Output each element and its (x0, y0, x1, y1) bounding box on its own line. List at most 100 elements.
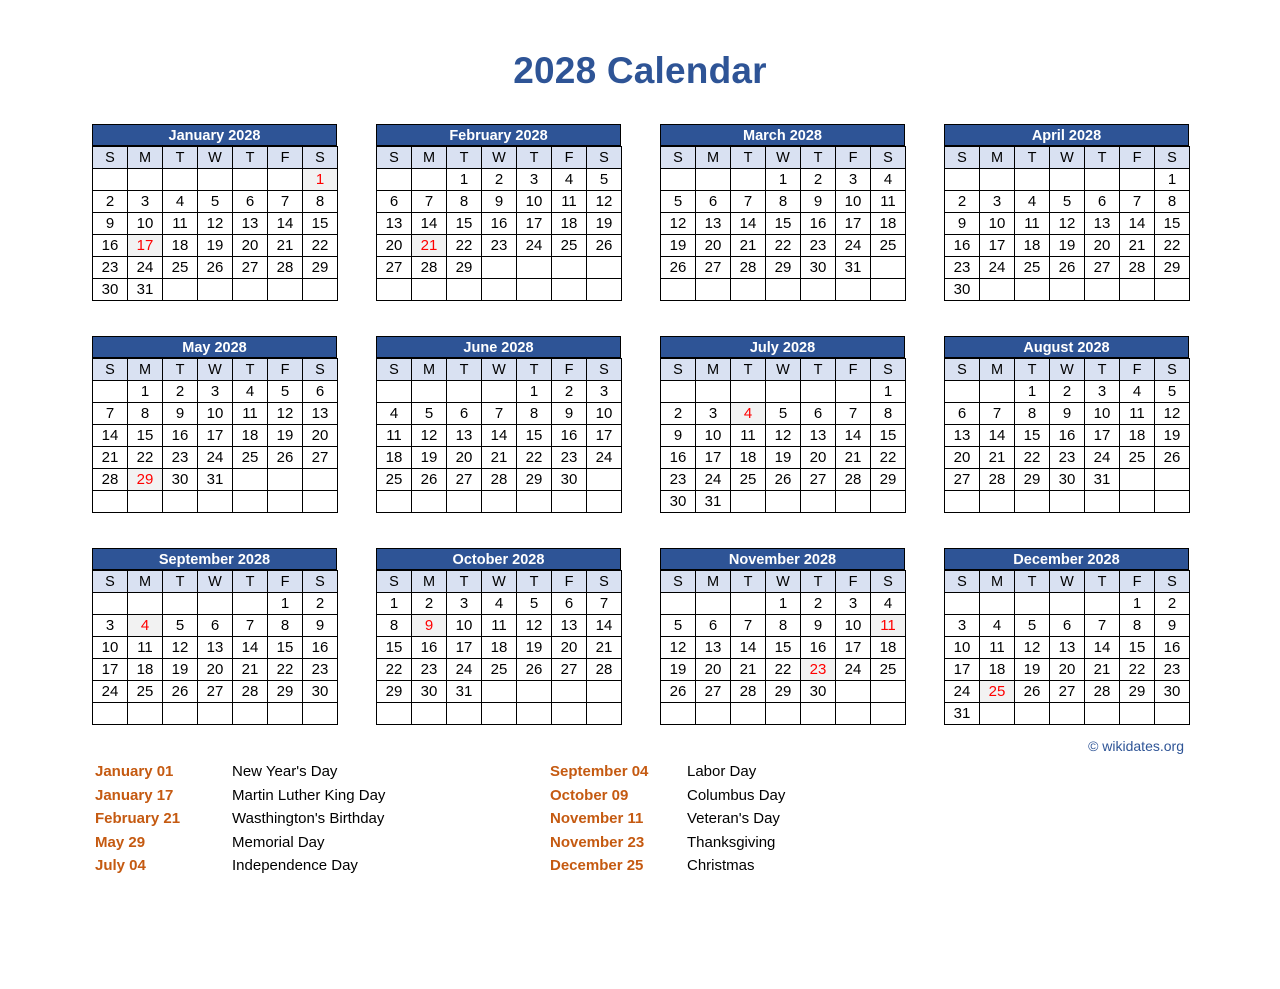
day-cell[interactable]: 1 (765, 592, 801, 615)
day-cell[interactable]: 16 (944, 234, 980, 257)
day-cell[interactable]: 3 (127, 190, 163, 213)
day-cell[interactable]: 9 (162, 402, 198, 425)
day-cell[interactable]: 15 (765, 212, 801, 235)
day-cell[interactable]: 7 (267, 190, 303, 213)
day-cell[interactable]: 18 (870, 636, 906, 659)
day-cell[interactable]: 2 (162, 380, 198, 403)
day-cell[interactable]: 23 (162, 446, 198, 469)
day-cell[interactable]: 13 (197, 636, 233, 659)
day-cell[interactable]: 13 (695, 636, 731, 659)
day-cell[interactable]: 14 (835, 424, 871, 447)
day-cell[interactable]: 8 (376, 614, 412, 637)
day-cell[interactable]: 25 (1119, 446, 1155, 469)
day-cell[interactable]: 11 (870, 190, 906, 213)
day-cell[interactable]: 2 (551, 380, 587, 403)
day-cell[interactable]: 19 (660, 234, 696, 257)
day-cell[interactable]: 25 (730, 468, 766, 491)
day-cell[interactable]: 28 (1084, 680, 1120, 703)
day-cell[interactable]: 7 (1084, 614, 1120, 637)
day-cell-holiday[interactable]: 1 (302, 168, 338, 191)
day-cell[interactable]: 30 (944, 278, 980, 301)
day-cell[interactable]: 18 (1119, 424, 1155, 447)
day-cell[interactable]: 27 (695, 256, 731, 279)
day-cell[interactable]: 21 (1119, 234, 1155, 257)
day-cell[interactable]: 22 (1154, 234, 1190, 257)
day-cell[interactable]: 5 (1154, 380, 1190, 403)
day-cell[interactable]: 6 (1084, 190, 1120, 213)
day-cell[interactable]: 29 (516, 468, 552, 491)
day-cell[interactable]: 1 (516, 380, 552, 403)
day-cell[interactable]: 12 (660, 636, 696, 659)
day-cell[interactable]: 8 (1119, 614, 1155, 637)
day-cell[interactable]: 2 (1154, 592, 1190, 615)
day-cell[interactable]: 21 (979, 446, 1015, 469)
day-cell[interactable]: 13 (551, 614, 587, 637)
day-cell[interactable]: 22 (127, 446, 163, 469)
day-cell[interactable]: 27 (232, 256, 268, 279)
day-cell[interactable]: 6 (800, 402, 836, 425)
day-cell[interactable]: 22 (1014, 446, 1050, 469)
day-cell[interactable]: 5 (660, 190, 696, 213)
day-cell[interactable]: 14 (586, 614, 622, 637)
day-cell[interactable]: 4 (1014, 190, 1050, 213)
day-cell[interactable]: 28 (586, 658, 622, 681)
day-cell[interactable]: 5 (197, 190, 233, 213)
day-cell[interactable]: 10 (197, 402, 233, 425)
day-cell-holiday[interactable]: 29 (127, 468, 163, 491)
day-cell[interactable]: 17 (835, 636, 871, 659)
day-cell[interactable]: 16 (551, 424, 587, 447)
day-cell[interactable]: 20 (944, 446, 980, 469)
day-cell[interactable]: 3 (835, 592, 871, 615)
day-cell[interactable]: 6 (302, 380, 338, 403)
day-cell[interactable]: 19 (267, 424, 303, 447)
day-cell[interactable]: 26 (1014, 680, 1050, 703)
day-cell[interactable]: 26 (586, 234, 622, 257)
day-cell[interactable]: 13 (695, 212, 731, 235)
day-cell[interactable]: 16 (162, 424, 198, 447)
day-cell[interactable]: 7 (481, 402, 517, 425)
day-cell[interactable]: 14 (1084, 636, 1120, 659)
day-cell[interactable]: 2 (1049, 380, 1085, 403)
day-cell[interactable]: 14 (730, 636, 766, 659)
day-cell[interactable]: 1 (870, 380, 906, 403)
day-cell[interactable]: 8 (446, 190, 482, 213)
day-cell[interactable]: 27 (302, 446, 338, 469)
day-cell[interactable]: 21 (1084, 658, 1120, 681)
day-cell[interactable]: 8 (870, 402, 906, 425)
day-cell[interactable]: 29 (765, 256, 801, 279)
day-cell[interactable]: 19 (1049, 234, 1085, 257)
day-cell[interactable]: 28 (232, 680, 268, 703)
day-cell[interactable]: 26 (267, 446, 303, 469)
day-cell[interactable]: 2 (660, 402, 696, 425)
day-cell[interactable]: 15 (1014, 424, 1050, 447)
day-cell[interactable]: 20 (1049, 658, 1085, 681)
day-cell[interactable]: 25 (376, 468, 412, 491)
day-cell[interactable]: 23 (1049, 446, 1085, 469)
day-cell[interactable]: 5 (267, 380, 303, 403)
day-cell[interactable]: 11 (730, 424, 766, 447)
day-cell[interactable]: 30 (162, 468, 198, 491)
day-cell[interactable]: 15 (516, 424, 552, 447)
day-cell[interactable]: 14 (411, 212, 447, 235)
day-cell[interactable]: 10 (1084, 402, 1120, 425)
day-cell[interactable]: 18 (162, 234, 198, 257)
day-cell[interactable]: 1 (446, 168, 482, 191)
day-cell[interactable]: 6 (695, 614, 731, 637)
day-cell[interactable]: 12 (1014, 636, 1050, 659)
day-cell[interactable]: 12 (411, 424, 447, 447)
day-cell[interactable]: 5 (162, 614, 198, 637)
day-cell[interactable]: 11 (481, 614, 517, 637)
day-cell[interactable]: 29 (1119, 680, 1155, 703)
day-cell[interactable]: 5 (1049, 190, 1085, 213)
day-cell[interactable]: 11 (162, 212, 198, 235)
day-cell[interactable]: 17 (695, 446, 731, 469)
day-cell[interactable]: 28 (730, 256, 766, 279)
day-cell[interactable]: 2 (411, 592, 447, 615)
day-cell[interactable]: 29 (302, 256, 338, 279)
day-cell[interactable]: 9 (92, 212, 128, 235)
day-cell[interactable]: 11 (551, 190, 587, 213)
day-cell[interactable]: 10 (586, 402, 622, 425)
day-cell[interactable]: 15 (870, 424, 906, 447)
day-cell-holiday[interactable]: 23 (800, 658, 836, 681)
day-cell[interactable]: 31 (446, 680, 482, 703)
